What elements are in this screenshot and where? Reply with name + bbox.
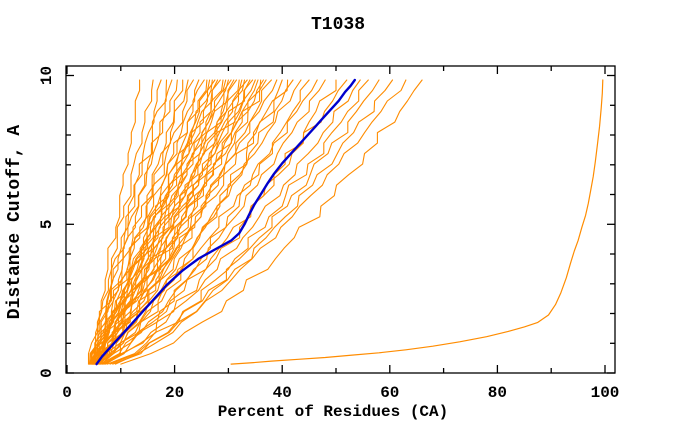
ensemble-curve <box>91 79 246 365</box>
ensemble-curve <box>89 79 224 365</box>
ensemble-curve <box>95 79 302 365</box>
plot-frame <box>65 65 616 374</box>
ensemble-curve <box>98 79 294 365</box>
y-tick-label: 10 <box>38 66 56 85</box>
y-tick-label: 5 <box>38 219 56 229</box>
ensemble-curve <box>96 79 318 365</box>
ensemble-curve <box>90 79 235 365</box>
x-tick-label: 80 <box>488 384 507 402</box>
ensemble-curve <box>101 79 361 365</box>
x-tick-label: 0 <box>62 384 72 402</box>
y-axis-title: Distance Cutoff, A <box>5 125 25 320</box>
ensemble-curve <box>97 79 348 365</box>
ensemble-curve <box>106 79 369 365</box>
chart-title: T1038 <box>311 15 365 35</box>
ensemble-curve <box>105 79 337 365</box>
ensemble-curve <box>90 79 213 365</box>
ensemble-curve <box>92 79 173 365</box>
x-tick-label: 100 <box>591 384 620 402</box>
ensemble-curve <box>120 79 423 365</box>
ensemble-curve <box>99 79 326 365</box>
x-tick-label: 40 <box>273 384 292 402</box>
ensemble-curve <box>91 79 219 365</box>
highlighted-model-curve <box>95 78 356 366</box>
ensemble-curve <box>92 79 267 365</box>
ensemble-curve <box>92 79 240 365</box>
ensemble-curve <box>114 79 407 365</box>
outlier-model-curve <box>230 79 604 365</box>
ensemble-curve <box>94 79 200 365</box>
ensemble-curve <box>109 79 380 365</box>
ensemble-curve <box>104 79 310 365</box>
x-tick-label: 20 <box>165 384 184 402</box>
ensemble-curve <box>91 79 256 365</box>
ensemble-curve <box>91 79 194 365</box>
y-tick-label: 0 <box>38 368 56 378</box>
ensemble-curve <box>92 79 208 365</box>
ensemble-curve <box>93 79 289 365</box>
x-tick-label: 60 <box>380 384 399 402</box>
ensemble-curve <box>89 79 189 365</box>
ensemble-curve <box>87 79 168 365</box>
x-axis-title: Percent of Residues (CA) <box>218 403 448 421</box>
axes-layer: 0 20 40 60 80 100 0 5 10 <box>38 65 620 402</box>
ensemble-curve <box>89 79 178 365</box>
ensemble-curve <box>112 79 394 365</box>
curves-layer <box>87 78 604 366</box>
